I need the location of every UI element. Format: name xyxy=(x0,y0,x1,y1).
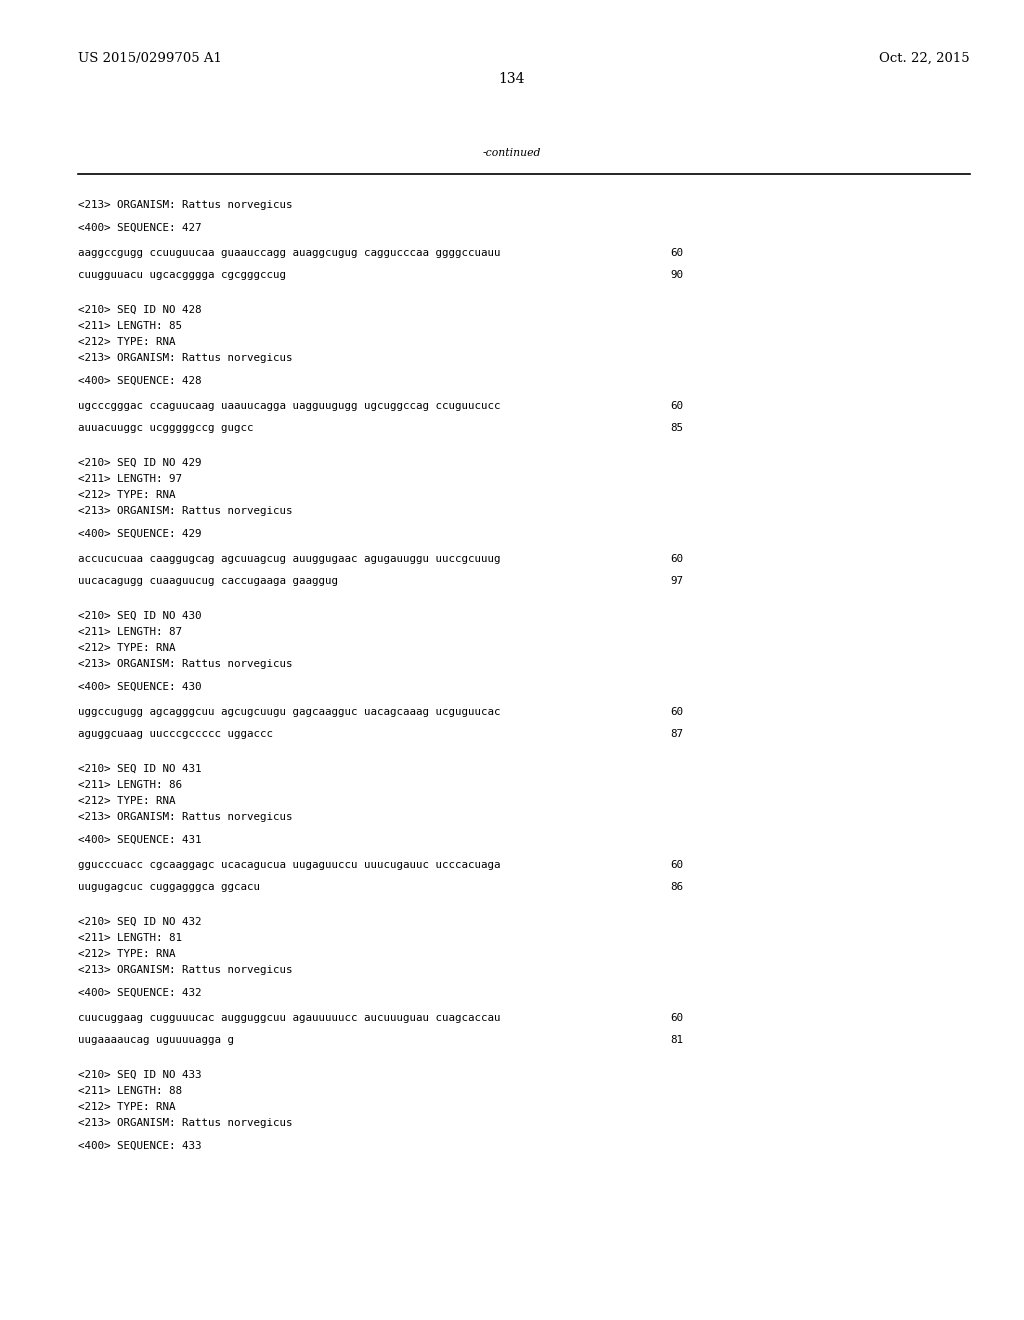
Text: ggucccuacc cgcaaggagc ucacagucua uugaguuccu uuucugauuc ucccacuaga: ggucccuacc cgcaaggagc ucacagucua uugaguu… xyxy=(78,861,501,870)
Text: <400> SEQUENCE: 431: <400> SEQUENCE: 431 xyxy=(78,836,202,845)
Text: uucacagugg cuaaguucug caccugaaga gaaggug: uucacagugg cuaaguucug caccugaaga gaaggug xyxy=(78,576,338,586)
Text: 60: 60 xyxy=(670,861,683,870)
Text: 60: 60 xyxy=(670,554,683,564)
Text: <213> ORGANISM: Rattus norvegicus: <213> ORGANISM: Rattus norvegicus xyxy=(78,506,293,516)
Text: 60: 60 xyxy=(670,248,683,257)
Text: <211> LENGTH: 87: <211> LENGTH: 87 xyxy=(78,627,182,638)
Text: <400> SEQUENCE: 427: <400> SEQUENCE: 427 xyxy=(78,223,202,234)
Text: <210> SEQ ID NO 428: <210> SEQ ID NO 428 xyxy=(78,305,202,315)
Text: aguggcuaag uucccgccccc uggaccc: aguggcuaag uucccgccccc uggaccc xyxy=(78,729,273,739)
Text: <213> ORGANISM: Rattus norvegicus: <213> ORGANISM: Rattus norvegicus xyxy=(78,812,293,822)
Text: <213> ORGANISM: Rattus norvegicus: <213> ORGANISM: Rattus norvegicus xyxy=(78,659,293,669)
Text: <212> TYPE: RNA: <212> TYPE: RNA xyxy=(78,490,175,500)
Text: <212> TYPE: RNA: <212> TYPE: RNA xyxy=(78,337,175,347)
Text: 85: 85 xyxy=(670,422,683,433)
Text: <400> SEQUENCE: 428: <400> SEQUENCE: 428 xyxy=(78,376,202,385)
Text: Oct. 22, 2015: Oct. 22, 2015 xyxy=(880,51,970,65)
Text: 60: 60 xyxy=(670,708,683,717)
Text: <212> TYPE: RNA: <212> TYPE: RNA xyxy=(78,796,175,807)
Text: 81: 81 xyxy=(670,1035,683,1045)
Text: <212> TYPE: RNA: <212> TYPE: RNA xyxy=(78,1102,175,1111)
Text: <210> SEQ ID NO 429: <210> SEQ ID NO 429 xyxy=(78,458,202,469)
Text: <211> LENGTH: 88: <211> LENGTH: 88 xyxy=(78,1086,182,1096)
Text: <211> LENGTH: 97: <211> LENGTH: 97 xyxy=(78,474,182,484)
Text: uugaaaaucag uguuuuagga g: uugaaaaucag uguuuuagga g xyxy=(78,1035,234,1045)
Text: <400> SEQUENCE: 432: <400> SEQUENCE: 432 xyxy=(78,987,202,998)
Text: <210> SEQ ID NO 430: <210> SEQ ID NO 430 xyxy=(78,611,202,620)
Text: <212> TYPE: RNA: <212> TYPE: RNA xyxy=(78,643,175,653)
Text: 87: 87 xyxy=(670,729,683,739)
Text: uugugagcuc cuggagggca ggcacu: uugugagcuc cuggagggca ggcacu xyxy=(78,882,260,892)
Text: auuacuuggc ucgggggccg gugcc: auuacuuggc ucgggggccg gugcc xyxy=(78,422,254,433)
Text: cuugguuacu ugcacgggga cgcgggccug: cuugguuacu ugcacgggga cgcgggccug xyxy=(78,271,286,280)
Text: uggccugugg agcagggcuu agcugcuugu gagcaagguc uacagcaaag ucguguucac: uggccugugg agcagggcuu agcugcuugu gagcaag… xyxy=(78,708,501,717)
Text: <400> SEQUENCE: 433: <400> SEQUENCE: 433 xyxy=(78,1140,202,1151)
Text: <211> LENGTH: 85: <211> LENGTH: 85 xyxy=(78,321,182,331)
Text: US 2015/0299705 A1: US 2015/0299705 A1 xyxy=(78,51,222,65)
Text: 97: 97 xyxy=(670,576,683,586)
Text: <211> LENGTH: 81: <211> LENGTH: 81 xyxy=(78,933,182,942)
Text: 90: 90 xyxy=(670,271,683,280)
Text: aaggccgugg ccuuguucaa guaauccagg auaggcugug caggucccaa ggggccuauu: aaggccgugg ccuuguucaa guaauccagg auaggcu… xyxy=(78,248,501,257)
Text: <210> SEQ ID NO 432: <210> SEQ ID NO 432 xyxy=(78,917,202,927)
Text: ugcccgggac ccaguucaag uaauucagga uagguugugg ugcuggccag ccuguucucc: ugcccgggac ccaguucaag uaauucagga uagguug… xyxy=(78,401,501,411)
Text: <210> SEQ ID NO 431: <210> SEQ ID NO 431 xyxy=(78,764,202,774)
Text: 134: 134 xyxy=(499,73,525,86)
Text: <213> ORGANISM: Rattus norvegicus: <213> ORGANISM: Rattus norvegicus xyxy=(78,352,293,363)
Text: 60: 60 xyxy=(670,1012,683,1023)
Text: <400> SEQUENCE: 430: <400> SEQUENCE: 430 xyxy=(78,682,202,692)
Text: <213> ORGANISM: Rattus norvegicus: <213> ORGANISM: Rattus norvegicus xyxy=(78,1118,293,1129)
Text: -continued: -continued xyxy=(482,148,542,158)
Text: <213> ORGANISM: Rattus norvegicus: <213> ORGANISM: Rattus norvegicus xyxy=(78,965,293,975)
Text: <212> TYPE: RNA: <212> TYPE: RNA xyxy=(78,949,175,960)
Text: cuucuggaag cugguuucac augguggcuu agauuuuucc aucuuuguau cuagcaccau: cuucuggaag cugguuucac augguggcuu agauuuu… xyxy=(78,1012,501,1023)
Text: <400> SEQUENCE: 429: <400> SEQUENCE: 429 xyxy=(78,529,202,539)
Text: accucucuaa caaggugcag agcuuagcug auuggugaac agugauuggu uuccgcuuug: accucucuaa caaggugcag agcuuagcug auuggug… xyxy=(78,554,501,564)
Text: 86: 86 xyxy=(670,882,683,892)
Text: <210> SEQ ID NO 433: <210> SEQ ID NO 433 xyxy=(78,1071,202,1080)
Text: <211> LENGTH: 86: <211> LENGTH: 86 xyxy=(78,780,182,789)
Text: <213> ORGANISM: Rattus norvegicus: <213> ORGANISM: Rattus norvegicus xyxy=(78,201,293,210)
Text: 60: 60 xyxy=(670,401,683,411)
